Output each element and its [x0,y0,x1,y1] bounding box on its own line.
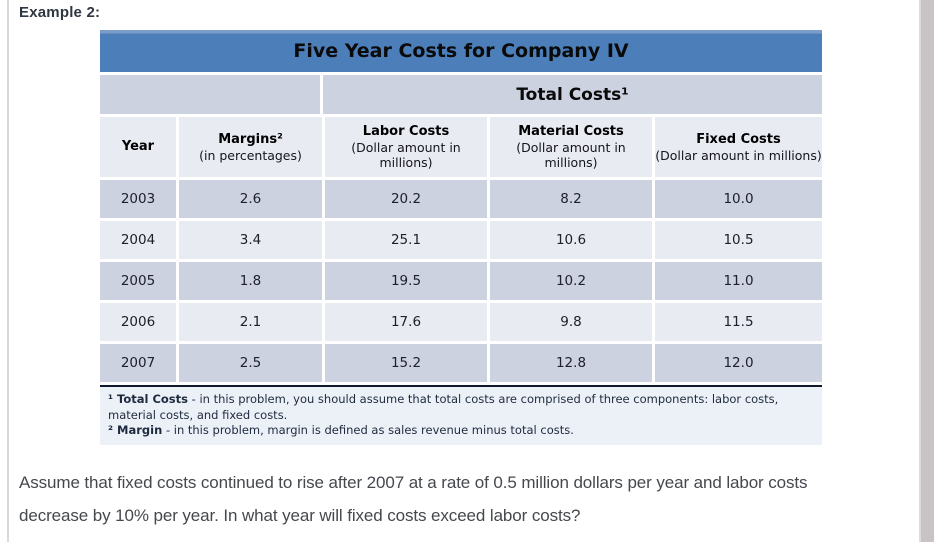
labor-cost-cell: 19.5 [325,262,487,300]
column-header-label: Fixed Costs [696,131,781,147]
year-cell: 2005 [100,262,176,300]
fixed-cost-cell: 11.0 [655,262,822,300]
column-header-labor-costs: Labor Costs (Dollar amount in millions) [325,117,487,177]
column-header-subtext: (Dollar amount in millions) [655,147,822,163]
footnote-divider-line [100,385,822,387]
question-text: Assume that fixed costs continued to ris… [19,466,919,532]
labor-cost-cell: 20.2 [325,180,487,218]
footnote-text: - in this problem, you should assume tha… [108,392,779,422]
question-line-2: decrease by 10% per year. In what year w… [19,506,581,525]
column-header-margins: Margins² (in percentages) [179,117,322,177]
column-header-material-costs: Material Costs (Dollar amount in million… [490,117,652,177]
column-header-label: Year [121,139,155,154]
material-cost-cell: 12.8 [490,344,652,382]
margin-cell: 2.6 [179,180,322,218]
footnotes: ¹ Total Costs - in this problem, you sho… [100,387,822,445]
margin-cell: 2.1 [179,303,322,341]
group-header-cell: Total Costs¹ [323,75,822,114]
labor-cost-cell: 17.6 [325,303,487,341]
margin-cell: 3.4 [179,221,322,259]
table-row: 2006 2.1 17.6 9.8 11.5 [100,303,822,341]
footnote-term: ¹ Total Costs [108,392,188,406]
table-row: 2004 3.4 25.1 10.6 10.5 [100,221,822,259]
fixed-cost-cell: 10.5 [655,221,822,259]
column-header-subtext: (Dollar amount in millions) [516,140,626,170]
column-header-subtext: (Dollar amount in millions) [351,140,461,170]
material-cost-cell: 10.6 [490,221,652,259]
year-cell: 2006 [100,303,176,341]
year-cell: 2007 [100,344,176,382]
column-header-fixed-costs: Fixed Costs (Dollar amount in millions) [655,117,822,177]
footnote-term: ² Margin [108,423,163,437]
column-header-subtext: (in percentages) [199,147,302,163]
table-row: 2005 1.8 19.5 10.2 11.0 [100,262,822,300]
labor-cost-cell: 25.1 [325,221,487,259]
group-header-row: Total Costs¹ [100,75,822,114]
material-cost-cell: 9.8 [490,303,652,341]
table-row: 2003 2.6 20.2 8.2 10.0 [100,180,822,218]
material-cost-cell: 8.2 [490,180,652,218]
question-line-1: Assume that fixed costs continued to ris… [19,473,808,492]
margin-cell: 1.8 [179,262,322,300]
footnote-total-costs: ¹ Total Costs - in this problem, you sho… [108,392,814,423]
costs-table: Five Year Costs for Company IV Total Cos… [100,30,822,445]
footnote-margin: ² Margin - in this problem, margin is de… [108,423,814,439]
group-spacer-cell [100,75,320,114]
fixed-cost-cell: 11.5 [655,303,822,341]
year-cell: 2003 [100,180,176,218]
table-title: Five Year Costs for Company IV [100,30,822,72]
column-header-label: Labor Costs [362,124,450,139]
column-header-year: Year [100,117,176,177]
column-header-row: Year Margins² (in percentages) Labor Cos… [100,117,822,177]
column-header-label: Material Costs [518,124,624,139]
table-row: 2007 2.5 15.2 12.8 12.0 [100,344,822,382]
example-heading: Example 2: [19,4,101,21]
labor-cost-cell: 15.2 [325,344,487,382]
margin-cell: 2.5 [179,344,322,382]
fixed-cost-cell: 10.0 [655,180,822,218]
column-header-label: Margins² [218,131,283,147]
footnote-text: - in this problem, margin is defined as … [165,423,574,437]
scrollbar-track[interactable] [919,0,934,542]
year-cell: 2004 [100,221,176,259]
material-cost-cell: 10.2 [490,262,652,300]
left-border-line [7,0,9,542]
fixed-cost-cell: 12.0 [655,344,822,382]
